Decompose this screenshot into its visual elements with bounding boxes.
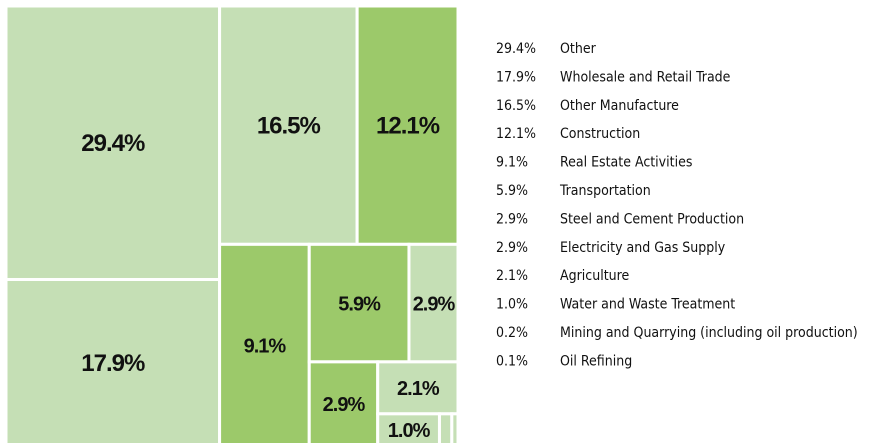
treemap-cell (307, 360, 380, 443)
cell-label: 1.0% (388, 420, 431, 442)
treemap-cell (4, 277, 222, 443)
cell-label: 16.5% (257, 113, 321, 140)
legend-label: Agriculture (560, 268, 629, 284)
treemap-cell (218, 242, 311, 443)
legend-label: Wholesale and Retail Trade (560, 69, 731, 85)
legend-value: 0.2% (496, 325, 528, 341)
legend-label: Construction (560, 126, 640, 142)
legend-value: 12.1% (496, 126, 536, 142)
legend-value: 9.1% (496, 155, 528, 171)
treemap-cell (4, 4, 222, 281)
legend-value: 5.9% (496, 183, 528, 199)
cell-label: 29.4% (81, 130, 145, 157)
cell-label: 2.1% (397, 378, 440, 400)
legend-value: 16.5% (496, 98, 536, 114)
legend-value: 1.0% (496, 297, 528, 313)
legend-label: Mining and Quarrying (including oil prod… (560, 325, 858, 341)
legend-label: Water and Waste Treatment (560, 297, 735, 313)
legend-value: 17.9% (496, 69, 536, 85)
legend-label: Electricity and Gas Supply (560, 240, 726, 256)
legend-label: Other Manufacture (560, 98, 679, 114)
cell-label: 5.9% (338, 293, 381, 315)
treemap-cell (450, 412, 460, 443)
treemap-cell (355, 4, 460, 246)
legend-label: Other (560, 41, 597, 57)
treemap-cell (437, 412, 454, 443)
cell-label: 17.9% (81, 350, 145, 377)
cell-label: 2.9% (323, 394, 366, 416)
cell-label: 9.1% (244, 335, 287, 357)
legend-value: 29.4% (496, 41, 536, 57)
legend-value: 2.9% (496, 240, 528, 256)
treemap-cell (376, 412, 441, 443)
legend-value: 0.1% (496, 353, 528, 369)
legend-label: Real Estate Activities (560, 155, 692, 171)
cell-label: 2.9% (413, 293, 456, 315)
legend-value: 2.9% (496, 211, 528, 227)
cell-label: 12.1% (376, 113, 440, 140)
legend-label: Steel and Cement Production (560, 211, 744, 227)
legend-label: Oil Refining (560, 353, 632, 369)
legend-value: 2.1% (496, 268, 528, 284)
legend-label: Transportation (559, 183, 651, 199)
